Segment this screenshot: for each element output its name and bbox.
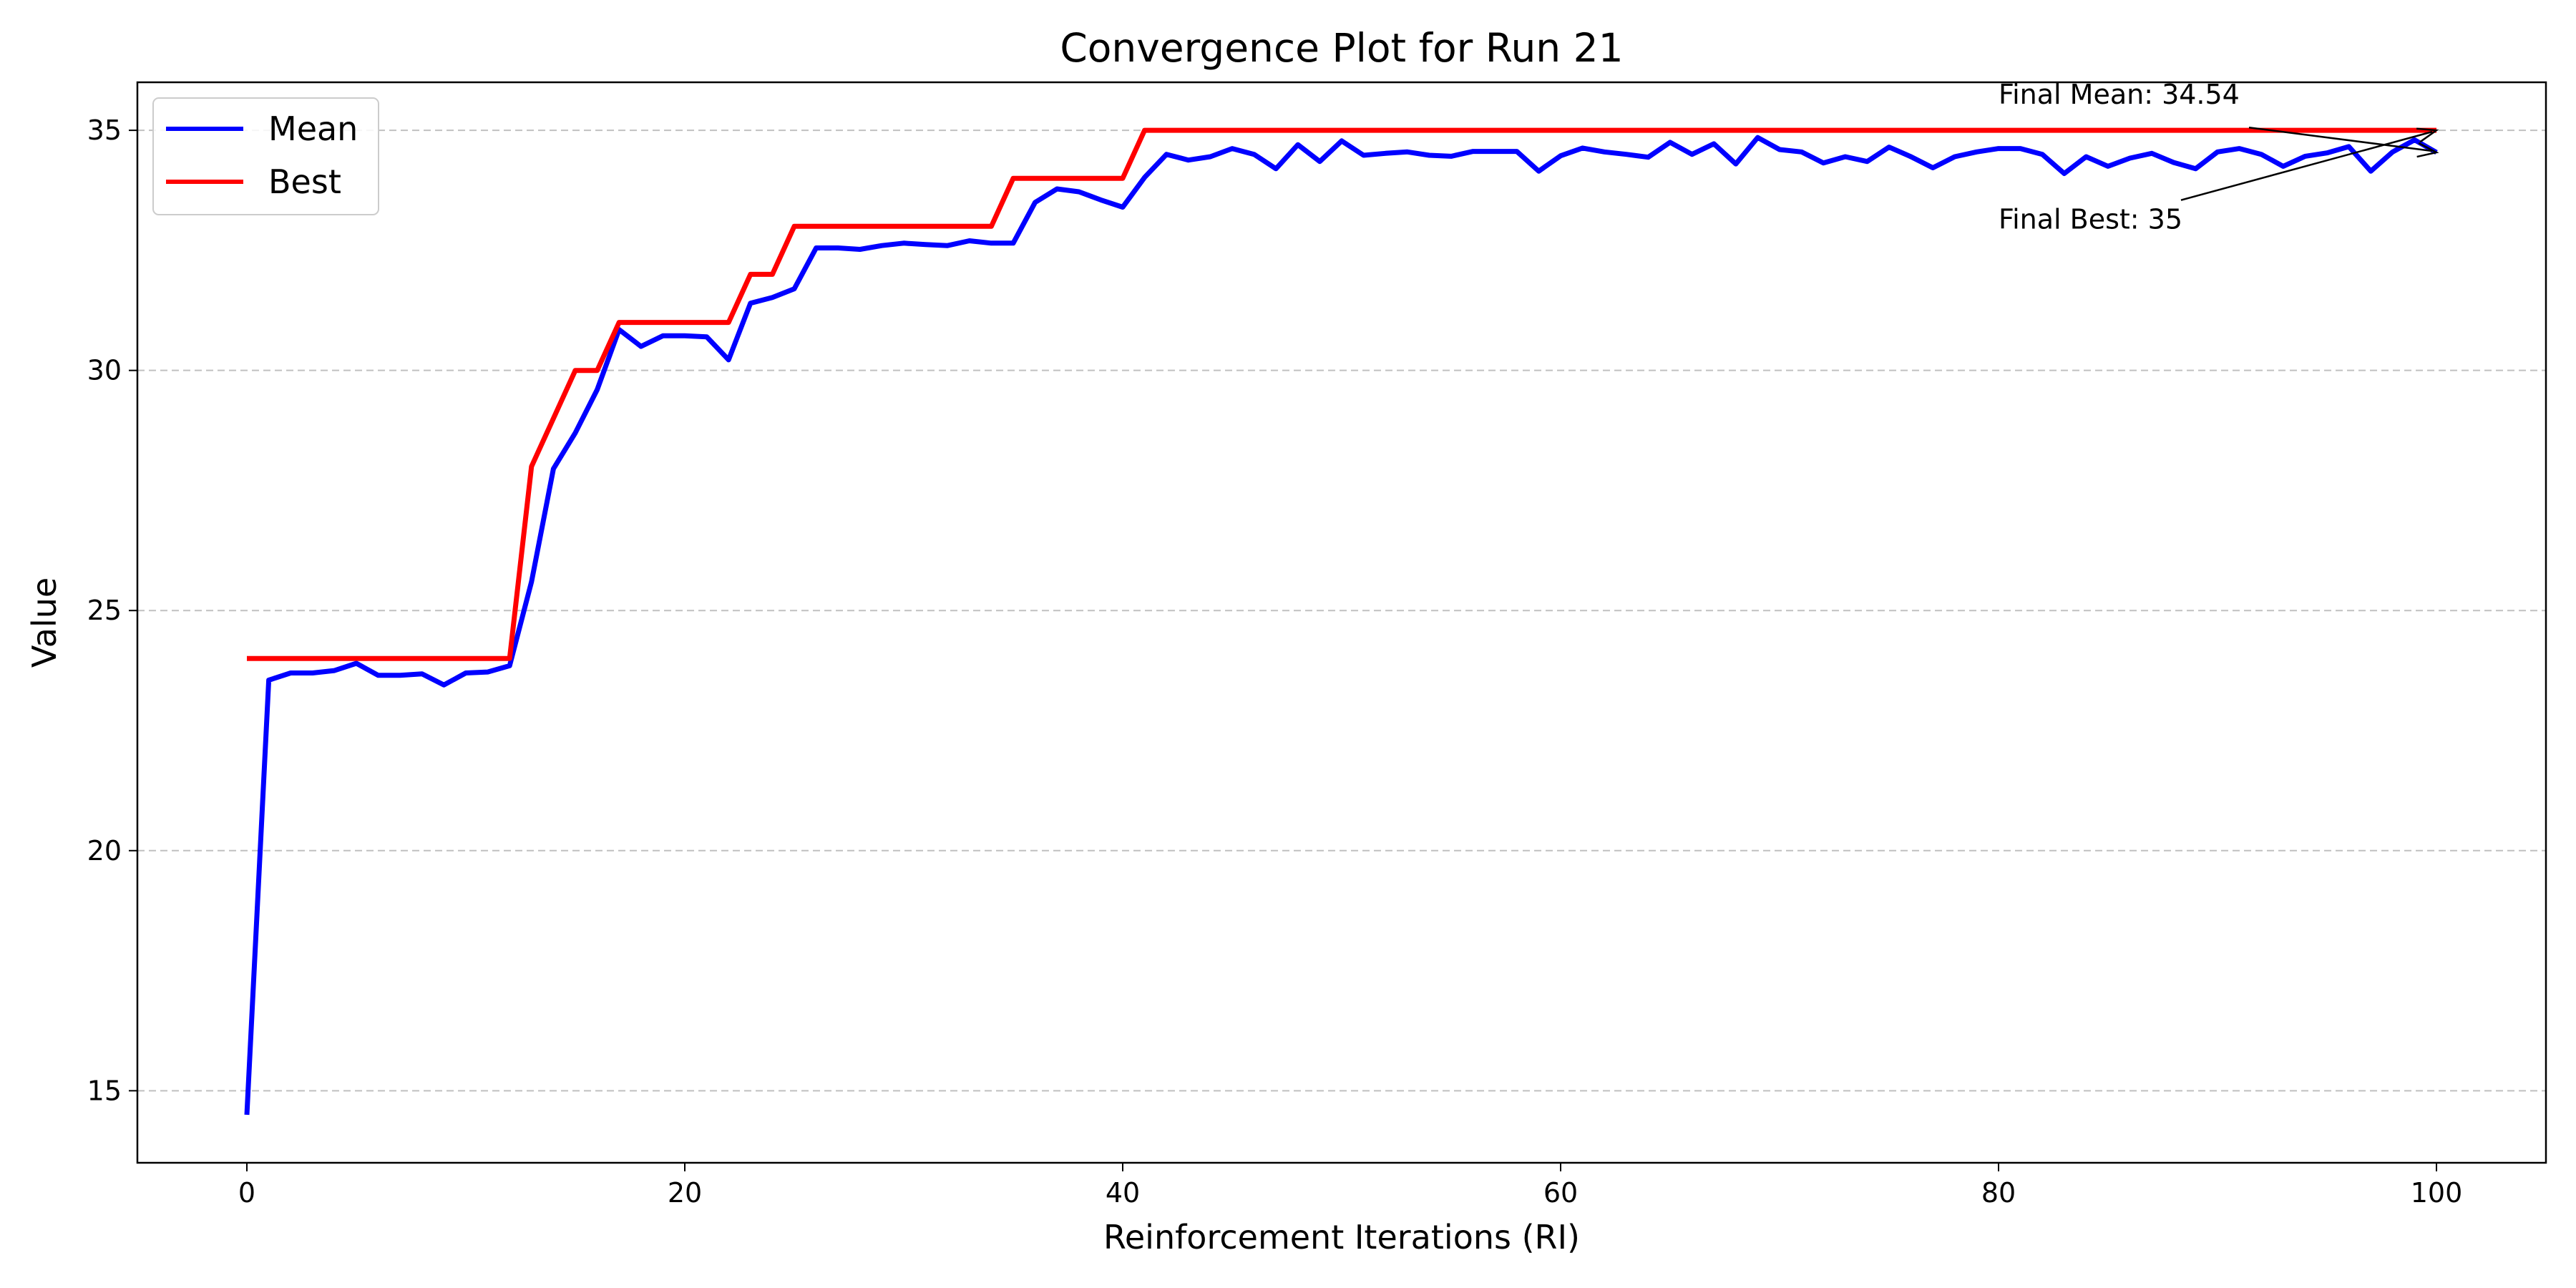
chart-title: Convergence Plot for Run 21 — [1060, 25, 1623, 71]
series-line-mean — [244, 135, 2438, 1116]
series-lines — [244, 127, 2438, 1116]
x-tick-label: 20 — [668, 1177, 702, 1209]
annotation-arrow-line — [2248, 126, 2433, 152]
annotation-arrow-line — [2180, 130, 2433, 201]
y-tick-label: 25 — [87, 595, 122, 626]
series-line-best — [247, 127, 2436, 661]
x-tick-label: 100 — [2411, 1177, 2463, 1209]
y-tick-label: 30 — [87, 355, 122, 386]
x-tick-label: 40 — [1106, 1177, 1140, 1209]
legend-mean-label: Mean — [268, 109, 358, 148]
annotation-arrow-head — [2416, 142, 2439, 158]
y-tick-label: 35 — [87, 114, 122, 146]
x-tick-label: 0 — [238, 1177, 255, 1209]
annotations: Final Mean: 34.54 Final Best: 35 — [1999, 79, 2439, 235]
y-axis-label: Value — [25, 577, 64, 668]
legend: Mean Best — [152, 97, 379, 215]
axis-ticks: 15 20 25 30 35 0 20 40 60 80 100 — [87, 114, 2463, 1209]
plot-area-frame — [136, 81, 2547, 1164]
x-tick-label: 60 — [1543, 1177, 1578, 1209]
y-tick-label: 15 — [87, 1075, 122, 1106]
annotation-arrow-head — [2416, 127, 2439, 143]
annotation-text: Final Mean: 34.54 — [1999, 79, 2240, 110]
annotation-text: Final Best: 35 — [1999, 204, 2182, 235]
y-tick-label: 20 — [87, 835, 122, 867]
x-tick-label: 80 — [1981, 1177, 2016, 1209]
legend-best-label: Best — [268, 162, 341, 201]
x-axis-label: Reinforcement Iterations (RI) — [1103, 1218, 1580, 1257]
